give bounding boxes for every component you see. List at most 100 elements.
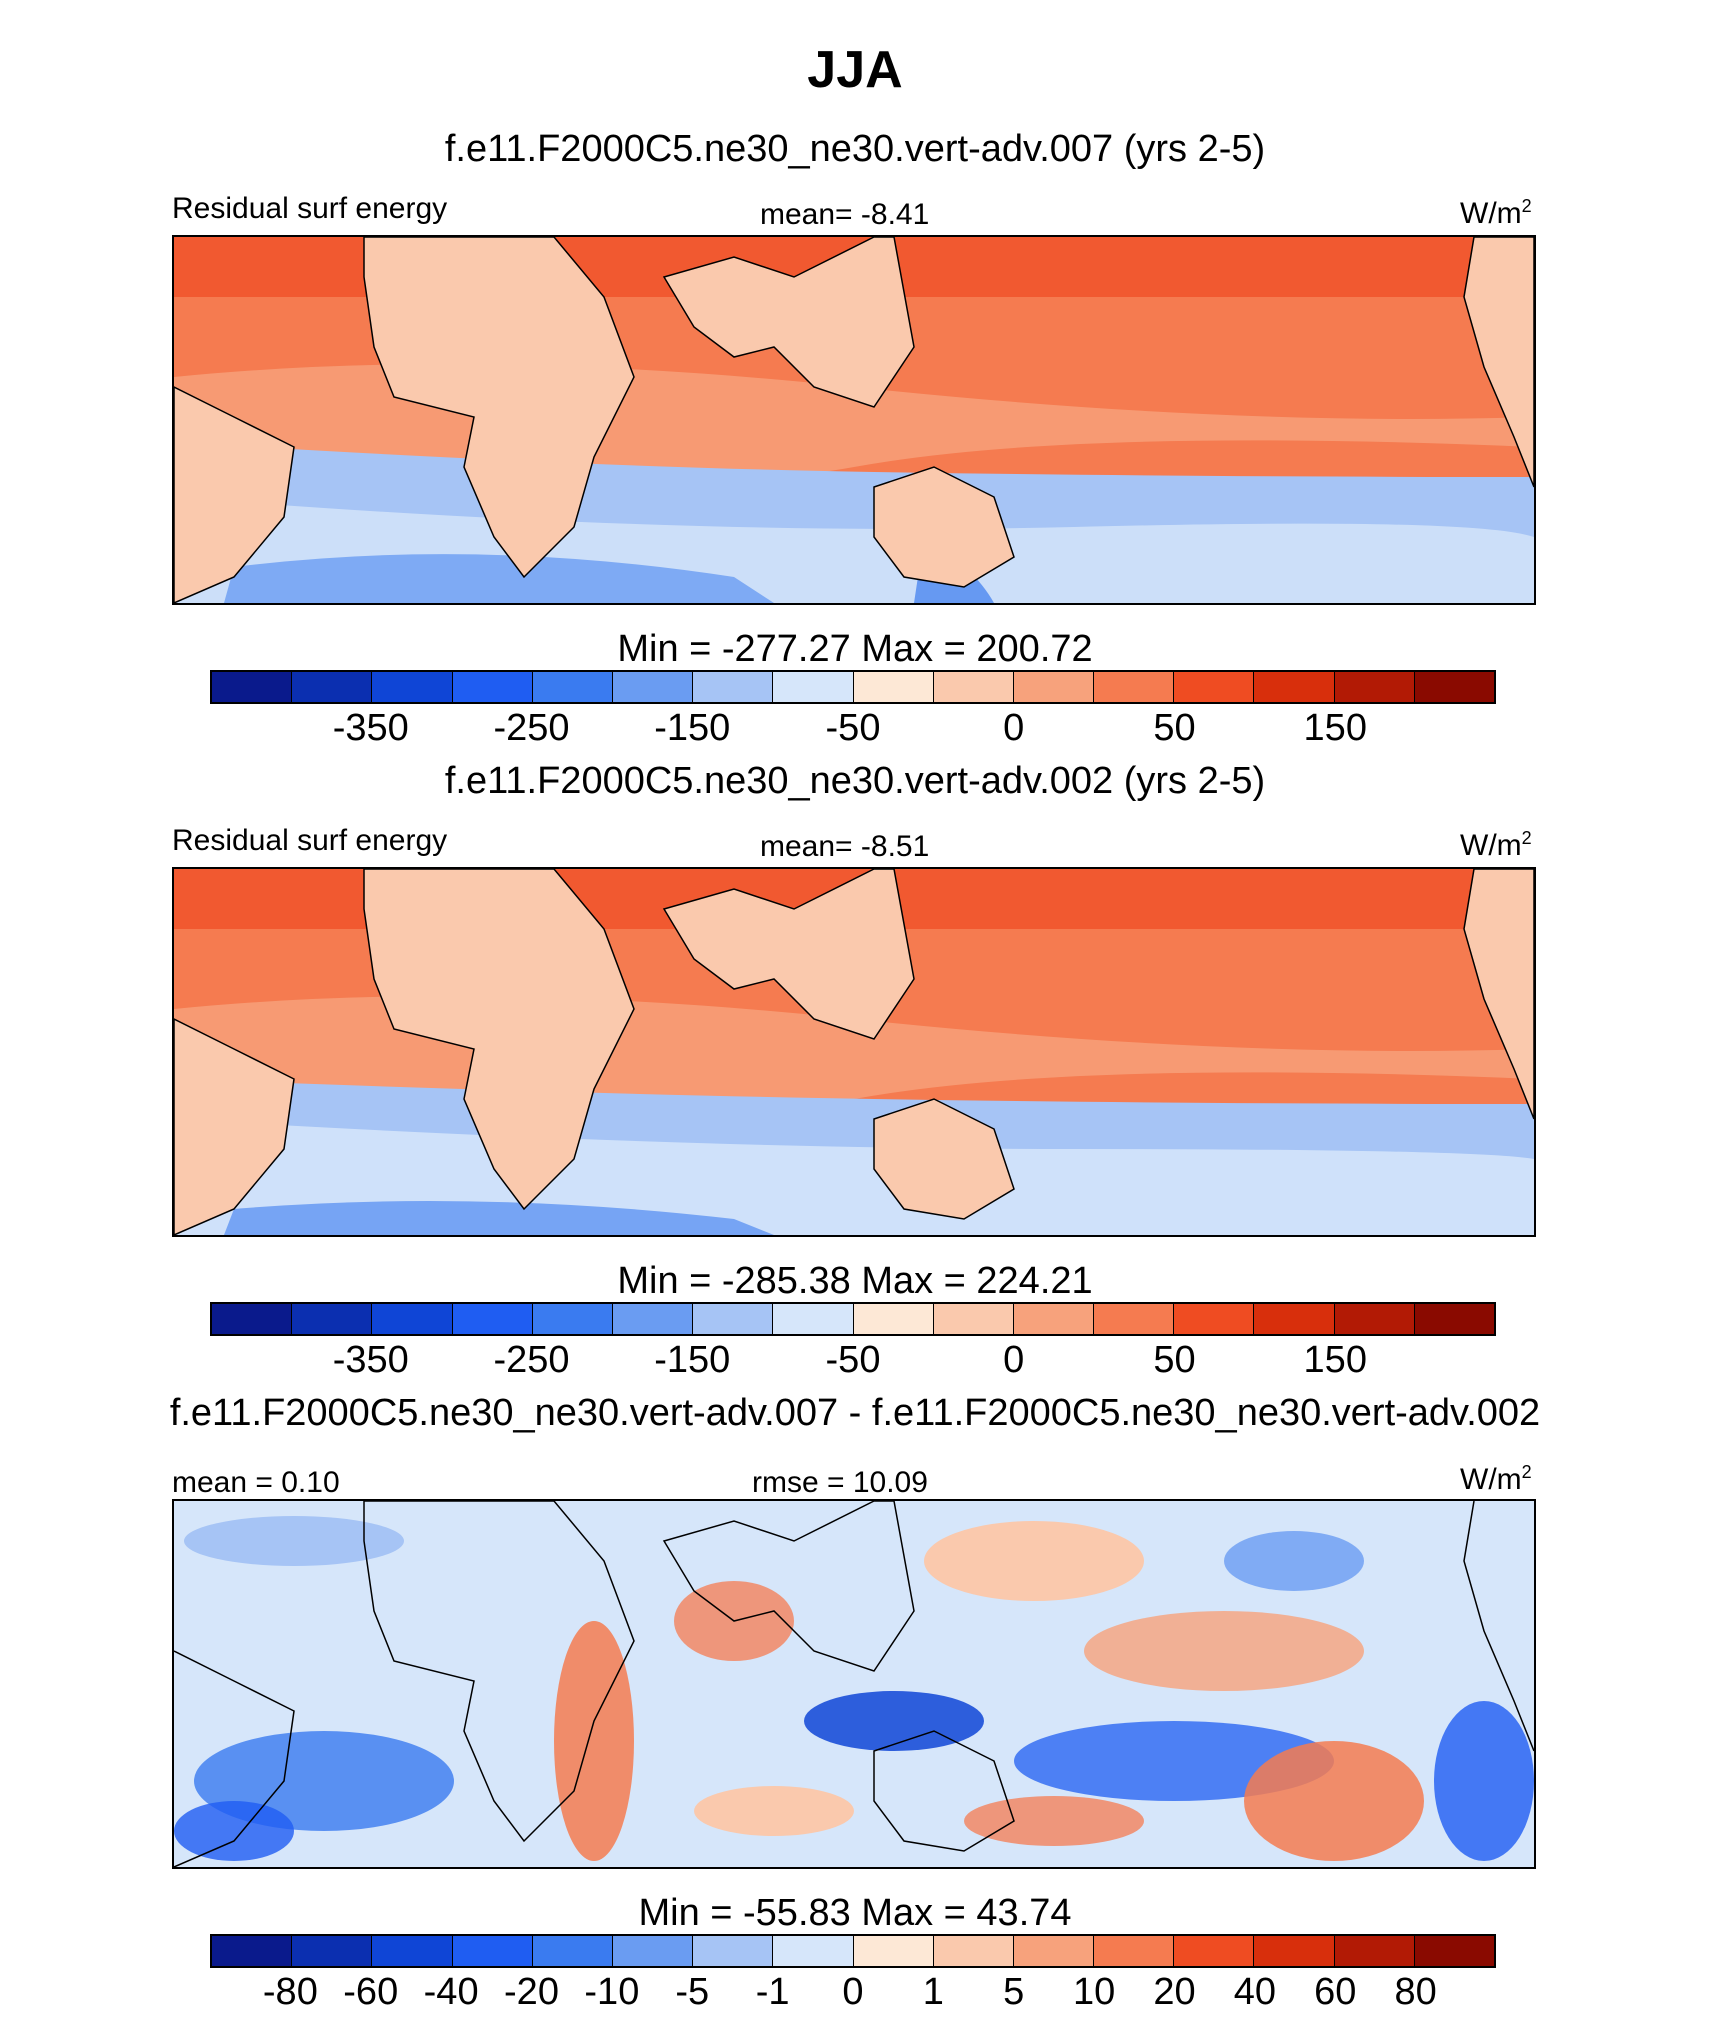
panel-3-colorbar-ticks: -80 -60 -40 -20 -10 -5 -1 0 1 5 10 20 40 60 80 <box>210 1971 1496 2017</box>
colorbar-swatch <box>1334 1936 1415 1966</box>
colorbar-tick-label: -50 <box>825 1339 881 1381</box>
colorbar-swatch <box>933 1936 1014 1966</box>
panel-1-map <box>172 235 1536 605</box>
colorbar-swatch <box>693 1936 774 1966</box>
colorbar-swatch <box>1013 1304 1095 1334</box>
colorbar-tick-label: -50 <box>825 707 881 749</box>
colorbar-swatch <box>933 1304 1014 1334</box>
colorbar-swatch <box>693 672 774 702</box>
panel-2-map-plot <box>174 869 1534 1235</box>
colorbar-swatch <box>933 672 1014 702</box>
panel-1-case-title: f.e11.F2000C5.ne30_ne30.vert-adv.007 (yr… <box>444 128 1266 170</box>
colorbar-swatch <box>1254 672 1335 702</box>
colorbar-swatch <box>1174 672 1255 702</box>
panel-1-colorbar <box>210 670 1496 704</box>
colorbar-tick-label: -5 <box>675 1971 710 2013</box>
colorbar-swatch <box>372 1936 453 1966</box>
colorbar-swatch <box>292 672 373 702</box>
panel-1-map-plot <box>174 237 1534 603</box>
colorbar-swatch <box>532 1936 613 1966</box>
panel-2-mean-label: mean= -8.51 <box>760 830 930 863</box>
colorbar-tick-label: 1 <box>922 1971 944 2013</box>
figure-title: JJA <box>807 41 903 99</box>
colorbar-tick-label: -20 <box>504 1971 559 2013</box>
panel-2-case-title: f.e11.F2000C5.ne30_ne30.vert-adv.002 (yr… <box>444 760 1266 802</box>
panel-2-minmax: Min = -285.38 Max = 224.21 <box>617 1260 1093 1302</box>
colorbar-swatch <box>773 672 854 702</box>
panel-3-map <box>172 1499 1536 1869</box>
colorbar-swatch <box>1414 1304 1494 1334</box>
colorbar-tick-label: 150 <box>1303 1339 1367 1381</box>
colorbar-tick-label: 20 <box>1153 1971 1196 2013</box>
colorbar-swatch <box>1094 1936 1175 1966</box>
panel-3-minmax: Min = -55.83 Max = 43.74 <box>638 1892 1072 1934</box>
colorbar-swatch <box>212 672 293 702</box>
panel-1-mean-label: mean= -8.41 <box>760 198 930 231</box>
colorbar-swatch <box>1414 672 1494 702</box>
colorbar-swatch <box>532 672 613 702</box>
colorbar-swatch <box>1334 1304 1415 1334</box>
colorbar-swatch <box>372 1304 453 1334</box>
panel-3-units-label: W/m2 <box>1460 1462 1532 1496</box>
colorbar-swatch <box>1094 1304 1175 1334</box>
colorbar-swatch <box>532 1304 613 1334</box>
colorbar-tick-label: -350 <box>332 707 409 749</box>
colorbar-swatch <box>693 1304 774 1334</box>
panel-2-map <box>172 867 1536 1237</box>
panel-3-mean-label: mean = 0.10 <box>172 1466 340 1499</box>
panel-3-map-plot <box>174 1501 1534 1867</box>
colorbar-swatch <box>1094 672 1175 702</box>
panel-1-units-label: W/m2 <box>1460 196 1532 230</box>
colorbar-swatch <box>1174 1936 1255 1966</box>
colorbar-tick-label: 50 <box>1153 707 1196 749</box>
colorbar-swatch <box>452 672 533 702</box>
colorbar-swatch <box>1334 672 1415 702</box>
colorbar-swatch <box>1013 672 1095 702</box>
colorbar-swatch <box>292 1304 373 1334</box>
colorbar-swatch <box>452 1936 533 1966</box>
colorbar-swatch <box>1254 1936 1335 1966</box>
colorbar-swatch <box>612 1304 694 1334</box>
colorbar-swatch <box>292 1936 373 1966</box>
panel-3-case-title: f.e11.F2000C5.ne30_ne30.vert-adv.007 - f… <box>169 1392 1541 1434</box>
colorbar-tick-label: 150 <box>1303 707 1367 749</box>
colorbar-tick-label: -350 <box>332 1339 409 1381</box>
panel-2-colorbar <box>210 1302 1496 1336</box>
colorbar-tick-label: 0 <box>1003 1339 1025 1381</box>
colorbar-tick-label: -150 <box>654 1339 731 1381</box>
colorbar-tick-label: 10 <box>1072 1971 1116 2013</box>
colorbar-swatch <box>773 1304 854 1334</box>
colorbar-tick-label: 80 <box>1394 1971 1437 2013</box>
panel-1-variable-label: Residual surf energy <box>172 192 448 225</box>
colorbar-swatch <box>853 1304 934 1334</box>
colorbar-swatch <box>212 1304 293 1334</box>
colorbar-swatch <box>452 1304 533 1334</box>
colorbar-tick-label: -60 <box>343 1971 399 2013</box>
panel-3-colorbar <box>210 1934 1496 1968</box>
colorbar-swatch <box>1414 1936 1494 1966</box>
colorbar-swatch <box>773 1936 854 1966</box>
colorbar-swatch <box>853 672 934 702</box>
colorbar-tick-label: 40 <box>1233 1971 1277 2013</box>
colorbar-tick-label: -250 <box>493 1339 570 1381</box>
colorbar-tick-label: 5 <box>1003 1971 1025 2013</box>
panel-2-colorbar-ticks: -350 -250 -150 -50 0 50 150 <box>210 1339 1496 1385</box>
colorbar-tick-label: -150 <box>654 707 731 749</box>
panel-3-rmse-label: rmse = 10.09 <box>752 1466 928 1499</box>
panel-1-minmax: Min = -277.27 Max = 200.72 <box>617 628 1093 670</box>
colorbar-swatch <box>1254 1304 1335 1334</box>
colorbar-tick-label: 0 <box>842 1971 864 2013</box>
colorbar-tick-label: -1 <box>755 1971 790 2013</box>
colorbar-tick-label: -10 <box>584 1971 640 2013</box>
panel-2-variable-label: Residual surf energy <box>172 824 448 857</box>
colorbar-swatch <box>853 1936 934 1966</box>
colorbar-swatch <box>1174 1304 1255 1334</box>
colorbar-tick-label: 60 <box>1314 1971 1357 2013</box>
colorbar-tick-label: -40 <box>423 1971 479 2013</box>
colorbar-tick-label: 0 <box>1003 707 1025 749</box>
colorbar-tick-label: -80 <box>262 1971 318 2013</box>
panel-1-colorbar-ticks: -350 -250 -150 -50 0 50 150 <box>210 707 1496 753</box>
colorbar-swatch <box>612 1936 694 1966</box>
colorbar-swatch <box>612 672 694 702</box>
colorbar-swatch <box>1013 1936 1095 1966</box>
